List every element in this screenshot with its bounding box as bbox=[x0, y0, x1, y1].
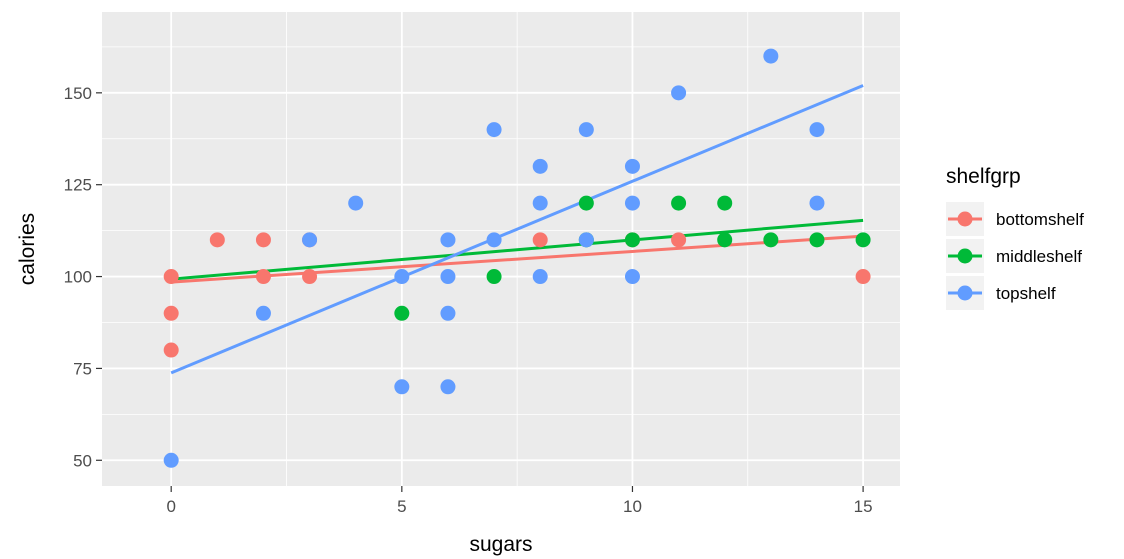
point-middleshelf bbox=[486, 269, 502, 285]
point-topshelf bbox=[671, 85, 687, 101]
point-bottomshelf bbox=[302, 269, 318, 285]
legend-key-point-bottomshelf bbox=[957, 211, 973, 227]
y-axis-title: calories bbox=[16, 213, 39, 285]
point-bottomshelf bbox=[163, 269, 179, 285]
point-topshelf bbox=[578, 122, 594, 138]
point-topshelf bbox=[255, 305, 271, 321]
y-axis: 50 75 100 125 150 bbox=[64, 84, 102, 470]
point-topshelf bbox=[440, 305, 456, 321]
y-tick-label: 50 bbox=[73, 451, 92, 470]
point-topshelf bbox=[624, 158, 640, 174]
point-topshelf bbox=[532, 195, 548, 211]
point-topshelf bbox=[532, 158, 548, 174]
point-middleshelf bbox=[394, 305, 410, 321]
point-topshelf bbox=[624, 269, 640, 285]
legend-label-bottomshelf: bottomshelf bbox=[996, 210, 1084, 229]
fit-line-topshelf bbox=[170, 84, 864, 375]
major-gridlines bbox=[102, 12, 900, 486]
x-axis-title: sugars bbox=[469, 533, 532, 556]
point-topshelf bbox=[809, 195, 825, 211]
legend: shelfgrp bottomshelf middleshelf topshelf bbox=[946, 165, 1084, 310]
point-bottomshelf bbox=[255, 232, 271, 248]
point-topshelf bbox=[486, 232, 502, 248]
fit-line-bottomshelf bbox=[171, 234, 864, 284]
data-points bbox=[163, 48, 871, 468]
point-middleshelf bbox=[809, 232, 825, 248]
point-topshelf bbox=[348, 195, 364, 211]
point-middleshelf bbox=[671, 195, 687, 211]
point-topshelf bbox=[440, 379, 456, 395]
point-bottomshelf bbox=[671, 232, 687, 248]
point-topshelf bbox=[578, 232, 594, 248]
point-bottomshelf bbox=[255, 269, 271, 285]
point-middleshelf bbox=[578, 195, 594, 211]
y-tick-label: 100 bbox=[64, 268, 92, 287]
y-tick-label: 125 bbox=[64, 176, 92, 195]
point-topshelf bbox=[163, 452, 179, 468]
point-middleshelf bbox=[717, 232, 733, 248]
y-tick-label: 75 bbox=[73, 359, 92, 378]
x-tick-label: 10 bbox=[623, 497, 642, 516]
legend-title: shelfgrp bbox=[946, 165, 1021, 188]
point-topshelf bbox=[440, 269, 456, 285]
point-topshelf bbox=[763, 48, 779, 64]
x-axis: 0 5 10 15 bbox=[166, 486, 873, 516]
fit-line-middleshelf bbox=[171, 218, 864, 281]
y-tick-label: 150 bbox=[64, 84, 92, 103]
fit-lines bbox=[170, 84, 864, 375]
point-topshelf bbox=[532, 269, 548, 285]
legend-label-middleshelf: middleshelf bbox=[996, 247, 1082, 266]
point-topshelf bbox=[809, 122, 825, 138]
legend-key-point-middleshelf bbox=[957, 248, 973, 264]
point-topshelf bbox=[302, 232, 318, 248]
point-topshelf bbox=[394, 269, 410, 285]
point-bottomshelf bbox=[855, 269, 871, 285]
x-tick-label: 15 bbox=[854, 497, 873, 516]
point-topshelf bbox=[440, 232, 456, 248]
minor-gridlines bbox=[102, 12, 900, 486]
panel-background bbox=[102, 12, 900, 486]
point-topshelf bbox=[624, 195, 640, 211]
point-bottomshelf bbox=[163, 342, 179, 358]
point-middleshelf bbox=[763, 232, 779, 248]
point-middleshelf bbox=[624, 232, 640, 248]
point-middleshelf bbox=[717, 195, 733, 211]
legend-label-topshelf: topshelf bbox=[996, 284, 1056, 303]
point-topshelf bbox=[486, 122, 502, 138]
x-tick-label: 5 bbox=[397, 497, 406, 516]
legend-key-point-topshelf bbox=[957, 285, 973, 301]
x-tick-label: 0 bbox=[166, 497, 175, 516]
point-bottomshelf bbox=[209, 232, 225, 248]
point-topshelf bbox=[394, 379, 410, 395]
point-bottomshelf bbox=[532, 232, 548, 248]
point-middleshelf bbox=[855, 232, 871, 248]
point-bottomshelf bbox=[163, 305, 179, 321]
